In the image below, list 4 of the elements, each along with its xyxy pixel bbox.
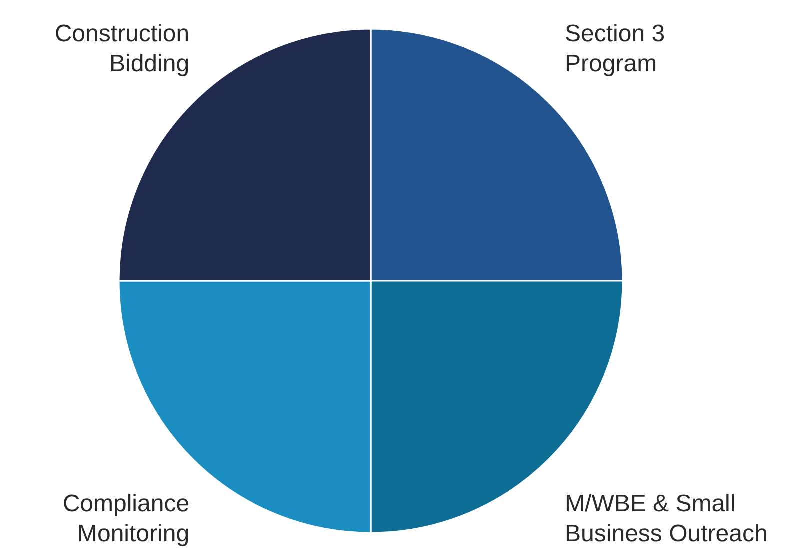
slice-label: Section 3 Program bbox=[565, 20, 666, 78]
slice-label: Construction Bidding bbox=[54, 20, 190, 78]
slice-label: M/WBE & Small Business Outreach bbox=[565, 490, 768, 548]
slice-label: Compliance Monitoring bbox=[62, 490, 190, 548]
